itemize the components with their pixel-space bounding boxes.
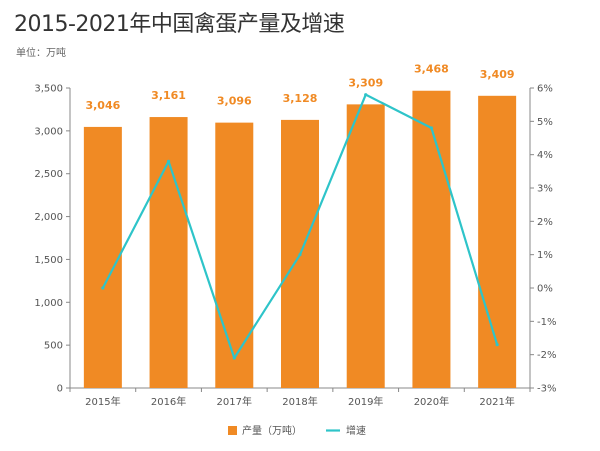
left-tick-label: 3,500 — [34, 84, 63, 95]
growth-point — [495, 343, 499, 347]
bar-data-label: 3,309 — [348, 76, 383, 89]
growth-point — [101, 286, 105, 290]
growth-point — [166, 159, 171, 163]
bar-data-label: 3,096 — [217, 95, 252, 108]
bar — [412, 90, 451, 388]
bar-data-label: 3,468 — [414, 63, 449, 76]
unit-label: 单位：万吨 — [16, 48, 66, 59]
bar-data-label: 3,046 — [85, 99, 120, 112]
growth-point — [364, 93, 368, 97]
legend-bar-label: 产量（万吨） — [242, 424, 302, 437]
legend-bar-swatch — [228, 426, 237, 435]
left-tick-label: 2,500 — [34, 169, 63, 180]
bar-data-label: 3,128 — [283, 92, 318, 105]
bar-data-label: 3,161 — [151, 89, 186, 102]
right-tick-label: 2% — [537, 217, 553, 228]
right-tick-label: 6% — [537, 84, 553, 95]
x-tick-label: 2021年 — [479, 395, 514, 408]
growth-point — [232, 356, 236, 360]
growth-point — [298, 253, 302, 257]
bar — [346, 104, 385, 388]
legend-line-label: 增速 — [346, 424, 366, 437]
left-tick-label: 1,000 — [34, 298, 63, 309]
right-tick-label: -2% — [537, 350, 556, 361]
left-tick-label: 3,000 — [34, 126, 63, 137]
right-tick-label: 5% — [537, 117, 553, 128]
chart-title: 2015-2021年中国禽蛋产量及增速 — [14, 12, 345, 37]
bar — [215, 122, 254, 388]
left-tick-label: 1,500 — [34, 255, 63, 266]
x-tick-label: 2019年 — [348, 395, 383, 408]
right-tick-label: 4% — [537, 150, 553, 161]
bar-data-label: 3,409 — [480, 68, 515, 81]
bar — [149, 117, 188, 389]
left-tick-label: 500 — [44, 341, 63, 352]
x-tick-label: 2016年 — [151, 395, 186, 408]
right-tick-label: 0% — [537, 284, 553, 295]
bar — [478, 95, 517, 389]
right-tick-label: 1% — [537, 250, 553, 261]
right-tick-label: -1% — [537, 317, 556, 328]
bar — [83, 126, 122, 389]
x-tick-label: 2015年 — [85, 395, 120, 408]
left-tick-label: 2,000 — [34, 212, 63, 223]
right-tick-label: -3% — [537, 384, 556, 395]
growth-point — [429, 126, 434, 130]
left-tick-label: 0 — [57, 384, 63, 395]
x-tick-label: 2017年 — [217, 395, 252, 408]
right-tick-label: 3% — [537, 184, 553, 195]
x-tick-label: 2020年 — [414, 395, 449, 408]
x-tick-label: 2018年 — [282, 395, 317, 408]
